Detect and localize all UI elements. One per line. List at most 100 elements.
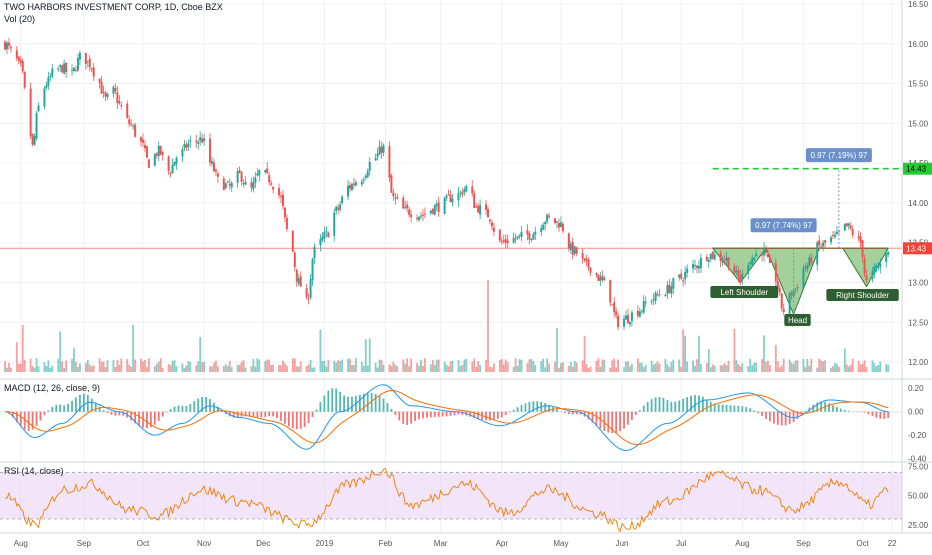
volume-bar [667,364,669,372]
volume-bar [162,368,164,372]
volume-bar [87,360,89,372]
candle-body [879,264,881,268]
candle-body [282,195,284,206]
volume-bar [223,366,225,372]
candle-body [103,92,105,93]
candle-body [130,124,132,125]
macd-tick-label: 0.00 [908,408,924,417]
volume-bar [353,365,355,372]
volume-bar [783,359,785,372]
macd-histogram-bar [694,395,696,412]
volume-bar [272,365,274,372]
candle-body [696,266,698,268]
candle-body [765,250,767,253]
candle-body [120,105,122,106]
macd-histogram-bar [335,388,337,411]
candle-body [20,60,22,63]
candle-body [753,257,755,260]
volume-bar [381,360,383,372]
volume-bar [657,361,659,372]
volume-bar [333,361,335,372]
macd-histogram-bar [730,405,732,411]
volume-bar [720,365,722,372]
volume-label: Vol (20) [4,14,35,24]
volume-bar [320,330,322,372]
volume-bar [444,361,446,372]
candle-body [450,195,452,202]
volume-bar [51,366,53,372]
volume-bar [519,359,521,372]
price-tick-label: 12.50 [908,318,929,327]
candle-body [789,293,791,314]
volume-bar [471,362,473,372]
volume-bar [71,359,73,372]
volume-bar [627,361,629,372]
rsi-tick-label: 25.00 [908,521,929,530]
volume-bar [140,359,142,372]
volume-bar [77,367,79,372]
volume-bar [755,363,757,372]
candle-body [47,77,49,85]
price-tick-label: 12.00 [908,358,929,367]
candle-body [726,258,728,261]
volume-bar [4,361,6,372]
volume-bar [294,358,296,372]
volume-bar [862,364,864,372]
volume-bar [761,359,763,372]
candle-body [639,311,641,316]
volume-bar [582,360,584,372]
macd-histogram-bar [848,411,850,412]
macd-histogram-bar [193,401,195,412]
candle-body [864,258,866,273]
macd-histogram-bar [398,412,400,421]
volume-bar [282,361,284,372]
macd-histogram-bar [83,394,85,412]
candle-body [286,218,288,229]
macd-histogram-bar [639,410,641,412]
volume-bar [296,366,298,372]
macd-histogram-bar [706,399,708,411]
candle-body [560,222,562,227]
candle-body [834,235,836,237]
candle-body [461,192,463,194]
macd-histogram-bar [410,412,412,424]
rsi-label: RSI (14, close) [4,466,64,476]
candle-body [477,206,479,213]
volume-bar [546,358,548,372]
candle-body [735,270,737,272]
volume-bar [268,359,270,372]
volume-bar [201,362,203,372]
volume-bar [836,364,838,372]
price-tick-label: 15.50 [908,80,929,89]
volume-bar [503,364,505,372]
candle-body [156,153,158,155]
volume-bar [341,360,343,372]
volume-bar [185,366,187,372]
volume-bar [231,367,233,372]
volume-bar [556,328,558,372]
macd-histogram-bar [493,412,495,420]
volume-bar [822,361,824,372]
candle-body [708,260,710,262]
macd-histogram-bar [864,412,866,413]
volume-bar [548,364,550,372]
candle-body [154,154,156,165]
macd-histogram-bar [284,412,286,424]
candle-body [832,235,834,236]
macd-histogram-bar [564,412,566,413]
candle-body [489,219,491,221]
candle-body [369,162,371,171]
macd-histogram-bar [367,393,369,412]
volume-bar [540,361,542,372]
volume-bar [184,368,186,372]
candle-body [298,278,300,283]
volume-bar [18,364,20,372]
candle-body [30,88,32,135]
volume-bar [105,367,107,372]
volume-bar [645,365,647,372]
volume-bar [820,361,822,372]
last-price-text: 13.43 [906,244,927,253]
volume-bar [103,362,105,372]
